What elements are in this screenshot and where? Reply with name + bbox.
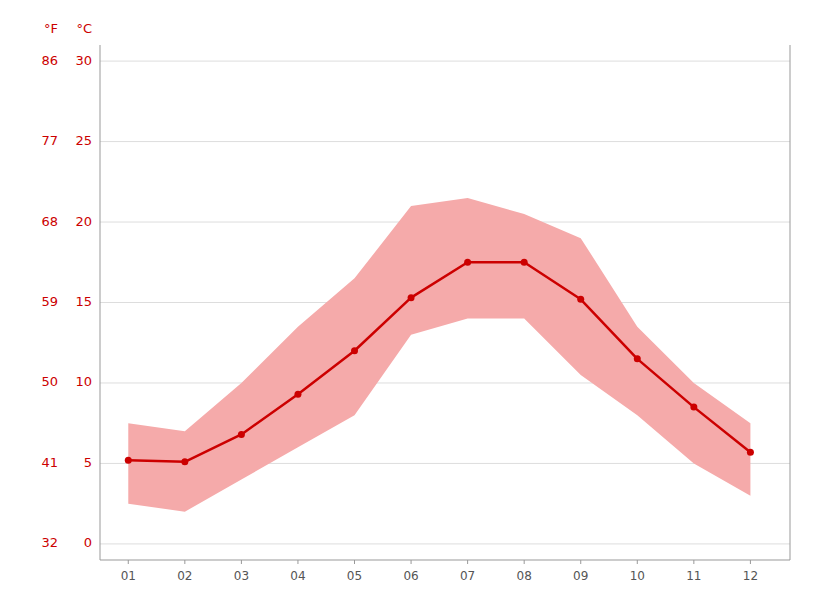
x-tick-label: 10 [630,569,645,583]
y-axis-line [100,45,101,560]
x-tick-label: 08 [517,569,532,583]
y-tick-label: 10 [75,374,92,389]
grid [100,61,790,544]
range-band [128,198,750,512]
y2-tick-label: 41 [41,455,58,470]
x-tick [580,560,581,564]
x-tick [637,560,638,564]
y2-tick-label: 86 [41,53,58,68]
mean-line [128,262,750,462]
right-axis-line [790,45,791,560]
mean-marker [181,458,188,465]
mean-marker [747,449,754,456]
mean-marker [351,347,358,354]
x-tick-label: 07 [460,569,475,583]
marks [125,198,754,512]
x-tick [128,560,129,564]
chart: 05101520253032415059687786°C°F0102030405… [0,0,815,611]
y-tick-label: 0 [84,535,92,550]
y2-tick-label: 68 [41,214,58,229]
mean-marker [521,259,528,266]
mean-marker [238,431,245,438]
y2-tick-label: 59 [41,294,58,309]
x-tick [297,560,298,564]
mean-marker [634,355,641,362]
mean-marker [125,457,132,464]
mean-marker [577,296,584,303]
x-tick [354,560,355,564]
y-tick-label: 30 [75,53,92,68]
x-tick-label: 04 [290,569,305,583]
x-tick [467,560,468,564]
y-tick-label: 20 [75,214,92,229]
x-tick [241,560,242,564]
x-tick [750,560,751,564]
grid-line [100,543,790,544]
y2-tick-label: 32 [41,535,58,550]
x-tick-label: 09 [573,569,588,583]
x-tick [411,560,412,564]
mean-marker [690,404,697,411]
x-tick-label: 06 [403,569,418,583]
x-tick [524,560,525,564]
y-tick-label: 25 [75,133,92,148]
x-tick-label: 03 [234,569,249,583]
grid-line [100,61,790,62]
mean-marker [464,259,471,266]
x-tick-label: 01 [121,569,136,583]
x-tick [184,560,185,564]
y-axis-label: °C [76,21,92,36]
x-tick-label: 11 [686,569,701,583]
x-tick-label: 05 [347,569,362,583]
y-tick-label: 15 [75,294,92,309]
y2-axis-label: °F [44,21,58,36]
mean-marker [294,391,301,398]
y-tick-label: 5 [84,455,92,470]
x-tick [693,560,694,564]
background [0,0,815,611]
x-tick-label: 02 [177,569,192,583]
x-tick-label: 12 [743,569,758,583]
grid-line [100,141,790,142]
y2-tick-label: 77 [41,133,58,148]
mean-marker [408,294,415,301]
x-axis-line [100,560,790,561]
y2-tick-label: 50 [41,374,58,389]
